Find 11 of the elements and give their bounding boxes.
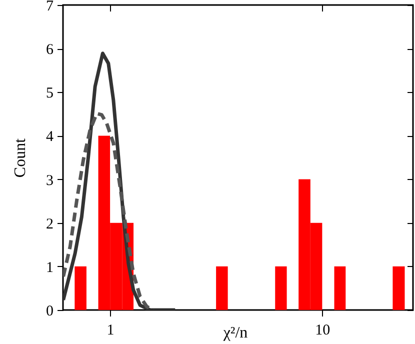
y-tick-label: 0 (46, 304, 54, 320)
y-tick-label: 3 (46, 172, 54, 189)
y-tick-label: 2 (46, 216, 54, 232)
x-axis-title: χ²/n (222, 324, 248, 342)
y-tick-label: 1 (46, 260, 54, 276)
y-axis-title: Count (12, 138, 29, 178)
y-tick-label: 7 (46, 0, 54, 14)
y-tick-label: 6 (46, 42, 54, 58)
y-tick-label: 5 (46, 86, 54, 102)
x-tick-label: 10 (315, 322, 330, 338)
y-tick-label: 4 (46, 129, 54, 146)
